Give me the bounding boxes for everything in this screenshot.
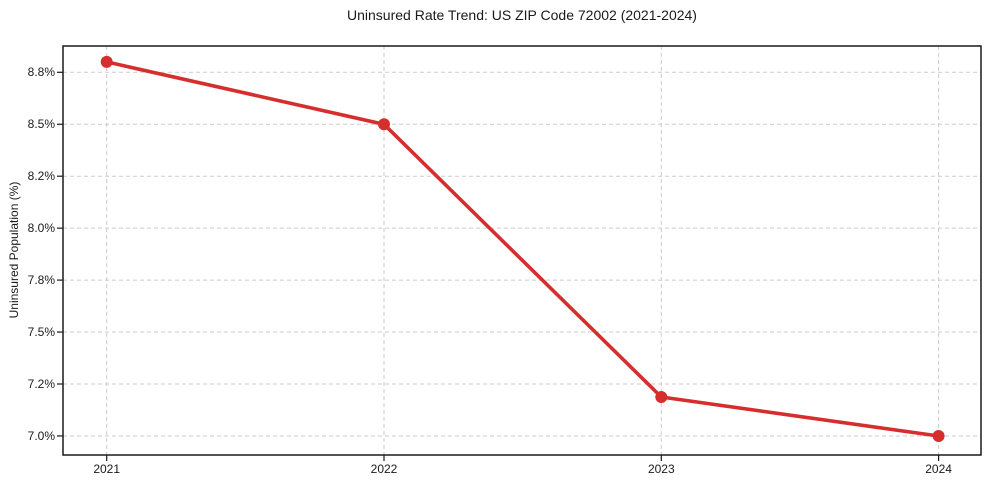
x-tick-label: 2023 xyxy=(647,462,675,476)
x-tick-label: 2022 xyxy=(370,462,398,476)
data-point-2024 xyxy=(932,429,945,442)
axes-spines xyxy=(62,45,982,456)
data-point-2022 xyxy=(378,118,390,131)
x-tick-label: 2024 xyxy=(925,462,952,476)
y-tick-label: 8.2% xyxy=(27,169,55,184)
y-tick-label: 8.8% xyxy=(27,65,55,80)
y-tick-label: 7.5% xyxy=(27,325,55,340)
y-tick-label: 8.0% xyxy=(27,221,55,236)
y-tick-label: 7.8% xyxy=(27,273,55,288)
data-point-2023 xyxy=(655,390,668,403)
chart-title: Uninsured Rate Trend: US ZIP Code 72002 … xyxy=(347,7,697,23)
y-tick-label: 8.5% xyxy=(27,117,55,132)
x-tick-label: 2021 xyxy=(93,462,121,476)
y-tick-label: 7.2% xyxy=(27,377,55,391)
data-point-2021 xyxy=(100,55,113,68)
y-tick-label: 7.0% xyxy=(27,428,55,443)
trend-line xyxy=(104,60,941,438)
